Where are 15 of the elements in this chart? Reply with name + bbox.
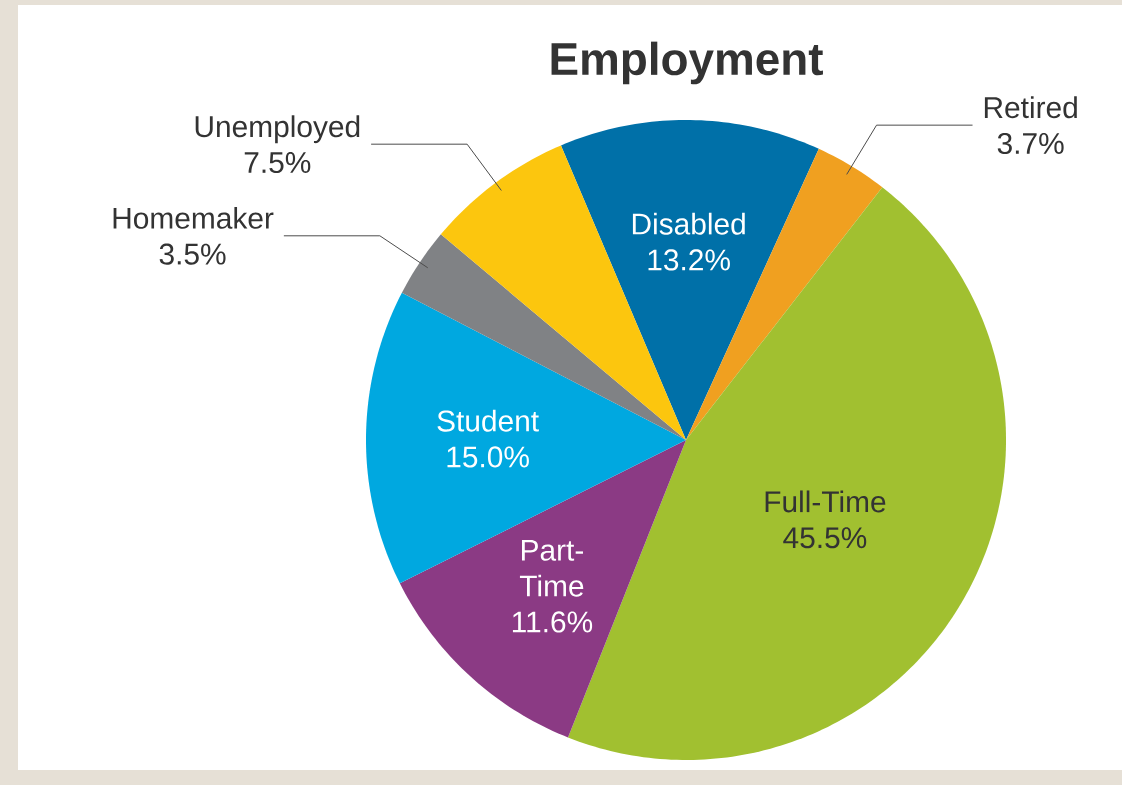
chart-title: Employment (551, 41, 823, 85)
slice-label: Disabled (632, 212, 745, 235)
data-label: 13.2% (648, 249, 730, 271)
data-label: 3.5% (159, 243, 226, 265)
slice-label: Retired (984, 96, 1077, 119)
slice-label: Full-Time (765, 490, 886, 513)
data-label: 7.5% (244, 152, 311, 174)
slice-label: Homemaker (113, 206, 274, 229)
data-label: 45.5% (783, 527, 867, 549)
slice-label: Student (437, 409, 539, 432)
slice-label: Unemployed (195, 115, 360, 144)
data-label: 3.7% (997, 132, 1064, 155)
data-label: 15.0% (447, 446, 529, 468)
slice-label: Part-Time (519, 539, 584, 597)
data-label: 11.6% (512, 611, 593, 633)
